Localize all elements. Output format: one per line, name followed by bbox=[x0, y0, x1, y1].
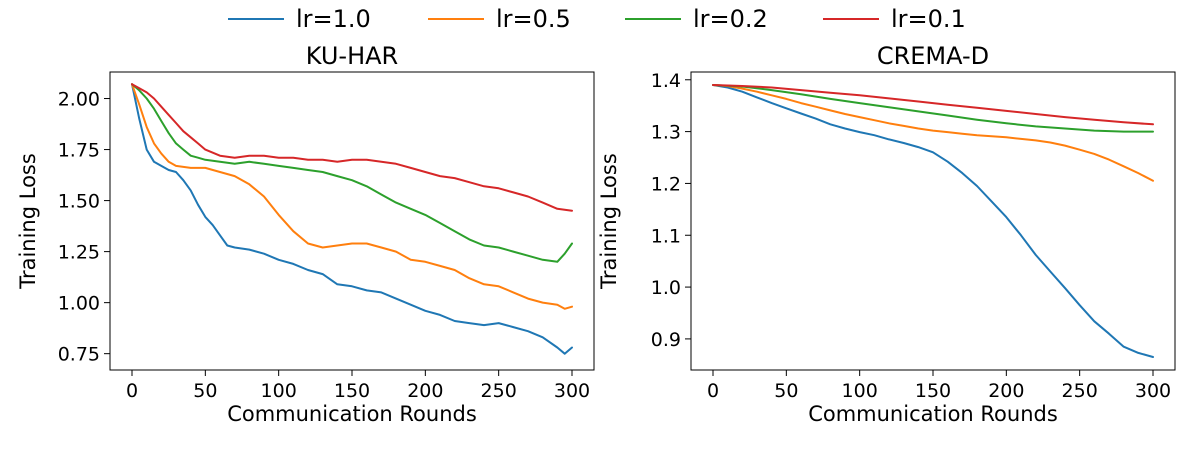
legend-label: lr=0.2 bbox=[693, 5, 768, 33]
legend-label: lr=0.1 bbox=[891, 5, 966, 33]
series-line-lr=1.0 bbox=[131, 83, 573, 355]
chart-crema-d: 0 50 100 150 200 250 300 0.9 1.0 1.1 1.2 1.3 1.4 CREM… bbox=[597, 42, 1176, 426]
x-axis-label: Communication Rounds bbox=[808, 402, 1058, 426]
x-tick-label: 250 bbox=[481, 380, 517, 402]
y-axis-label: Training Loss bbox=[597, 153, 621, 290]
legend-swatch bbox=[823, 18, 879, 20]
x-tick-label: 50 bbox=[774, 380, 798, 402]
x-tick-label: 150 bbox=[334, 380, 370, 402]
y-tick-label: 1.3 bbox=[651, 122, 681, 144]
x-tick-label: 0 bbox=[126, 380, 138, 402]
y-tick-label: 1.50 bbox=[58, 191, 100, 213]
legend-swatch bbox=[428, 18, 484, 20]
legend-swatch bbox=[228, 18, 284, 20]
chart-ku-har: 0 50 100 150 200 250 300 0.75 1.00 1.25 1.50 1.75 2.… bbox=[16, 42, 595, 426]
x-tick-label: 300 bbox=[1135, 380, 1171, 402]
series-line-lr=0.5 bbox=[712, 84, 1154, 182]
legend-label: lr=1.0 bbox=[296, 5, 371, 33]
y-tick-label: 1.0 bbox=[651, 277, 681, 299]
y-tick-label: 0.75 bbox=[58, 344, 100, 366]
chart-title: KU-HAR bbox=[306, 42, 398, 70]
legend-swatch bbox=[625, 18, 681, 20]
y-tick-label: 1.4 bbox=[651, 70, 681, 92]
x-axis-label: Communication Rounds bbox=[227, 402, 477, 426]
legend-item-lr-0-1: lr=0.1 bbox=[823, 4, 966, 34]
x-tick-label: 200 bbox=[407, 380, 443, 402]
series-line-lr=0.1 bbox=[712, 84, 1154, 126]
chart-title: CREMA-D bbox=[877, 42, 989, 70]
legend: lr=1.0 lr=0.5 lr=0.2 lr=0.1 bbox=[0, 0, 1200, 40]
x-tick-label: 100 bbox=[261, 380, 297, 402]
y-tick-label: 1.25 bbox=[58, 242, 100, 264]
series-line-lr=1.0 bbox=[712, 84, 1154, 358]
legend-item-lr-0-5: lr=0.5 bbox=[428, 4, 571, 34]
legend-label: lr=0.5 bbox=[496, 5, 571, 33]
x-tick-label: 150 bbox=[915, 380, 951, 402]
series-line-lr=0.2 bbox=[712, 84, 1154, 133]
y-axis-label: Training Loss bbox=[16, 153, 40, 290]
y-tick-label: 1.2 bbox=[651, 173, 681, 195]
axes-frame bbox=[690, 71, 1176, 371]
x-tick-label: 250 bbox=[1062, 380, 1098, 402]
x-tick-label: 100 bbox=[842, 380, 878, 402]
axes-frame bbox=[109, 71, 595, 371]
y-tick-label: 2.00 bbox=[58, 89, 100, 111]
y-tick-label: 1.75 bbox=[58, 140, 100, 162]
y-tick-label: 0.9 bbox=[651, 329, 681, 351]
y-tick-label: 1.00 bbox=[58, 293, 100, 315]
x-tick-label: 0 bbox=[707, 380, 719, 402]
x-tick-label: 50 bbox=[193, 380, 217, 402]
x-tick-label: 200 bbox=[988, 380, 1024, 402]
series-line-lr=0.5 bbox=[131, 83, 573, 310]
y-tick-label: 1.1 bbox=[651, 225, 681, 247]
series-line-lr=0.1 bbox=[131, 83, 573, 212]
x-tick-label: 300 bbox=[554, 380, 590, 402]
series-line-lr=0.2 bbox=[131, 83, 573, 263]
legend-item-lr-1-0: lr=1.0 bbox=[228, 4, 371, 34]
legend-item-lr-0-2: lr=0.2 bbox=[625, 4, 768, 34]
